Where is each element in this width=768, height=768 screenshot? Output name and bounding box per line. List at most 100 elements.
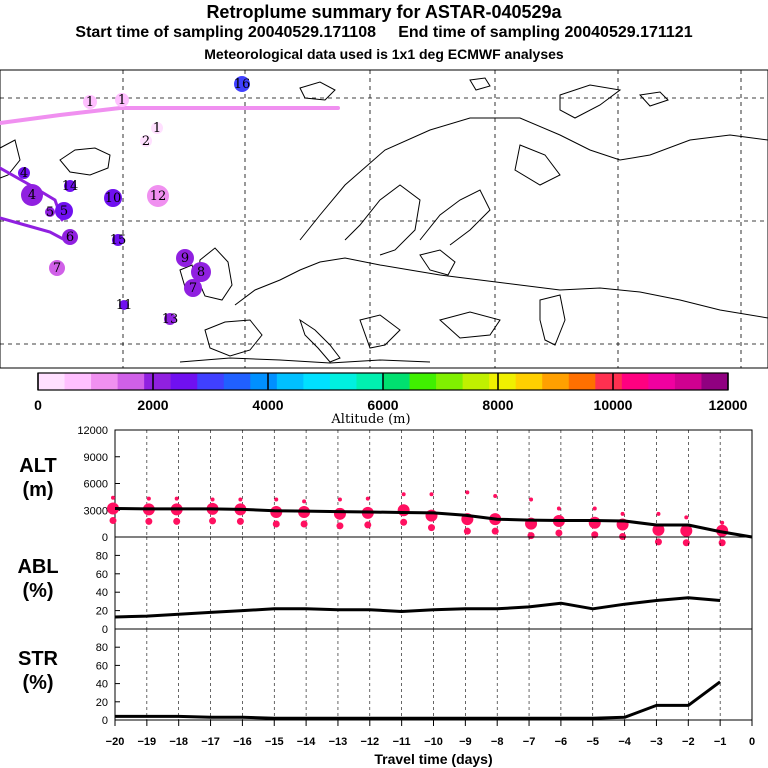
alt-cluster-marker [652, 523, 665, 536]
panel-ylabel: ALT [19, 455, 56, 477]
colorbar-cell [568, 373, 596, 390]
colorbar-tick-label: 8000 [482, 397, 513, 413]
cluster-marker [104, 189, 122, 207]
sampling-times: Start time of sampling 20040529.171108 E… [75, 24, 693, 41]
alt-upper-marker [401, 492, 406, 497]
cluster-label: 5 [46, 205, 54, 220]
alt-upper-marker [429, 492, 434, 497]
colorbar-cell [197, 373, 225, 390]
alt-upper-marker [720, 520, 725, 525]
x-tick-label: −13 [329, 736, 348, 748]
y-tick-label: 20 [96, 697, 108, 709]
alt-lower-marker [336, 522, 344, 530]
colorbar-cell [542, 373, 570, 390]
colorbar-tick-label: 6000 [367, 397, 398, 413]
x-tick-label: −15 [265, 736, 284, 748]
trajectory-purple-b [0, 216, 67, 242]
y-tick-label: 40 [96, 679, 108, 691]
y-tick-label: 60 [96, 569, 108, 581]
alt-cluster-marker [588, 516, 601, 529]
x-tick-label: −6 [555, 736, 568, 748]
cluster-marker [140, 135, 152, 147]
x-tick-label: −12 [360, 736, 379, 748]
alt-lower-marker [145, 517, 153, 525]
colorbar-cell [38, 373, 66, 390]
alt-lower-marker [654, 538, 662, 546]
cluster-label: 1 [153, 121, 161, 136]
cluster-marker [176, 249, 194, 267]
cluster-marker [55, 202, 73, 220]
cluster-label: 6 [66, 230, 74, 245]
alt-upper-marker [592, 506, 597, 511]
series-line-alt [114, 507, 753, 539]
y-tick-label: 6000 [84, 479, 108, 491]
cluster-label: 8 [197, 265, 205, 280]
cluster-marker [164, 313, 176, 325]
alt-lower-marker [109, 516, 117, 524]
colorbar-cell [701, 373, 729, 390]
colorbar-cell [436, 373, 464, 390]
colorbar-cell [595, 373, 623, 390]
x-axis-label: Travel time (days) [374, 751, 492, 767]
alt-upper-marker [529, 497, 534, 502]
colorbar-cell [117, 373, 145, 390]
colorbar-tick-label: 12000 [709, 397, 748, 413]
y-tick-label: 40 [96, 587, 108, 599]
cluster-label: 1 [118, 93, 126, 108]
x-tick-label: −3 [650, 736, 663, 748]
x-tick-label: −11 [393, 736, 411, 748]
cluster-marker [119, 300, 129, 310]
alt-upper-marker [146, 496, 151, 501]
alt-lower-marker [272, 520, 280, 528]
colorbar-cell [170, 373, 198, 390]
alt-lower-marker [209, 517, 217, 525]
alt-upper-marker [620, 511, 625, 516]
cluster-marker [64, 180, 76, 192]
alt-lower-marker [400, 518, 408, 526]
x-tick-label: −20 [106, 736, 125, 748]
colorbar-cell [64, 373, 92, 390]
alt-lower-marker [527, 532, 535, 540]
map-frame [0, 69, 768, 369]
alt-lower-marker [236, 517, 244, 525]
x-tick-label: −4 [618, 736, 631, 748]
y-tick-label: 60 [96, 660, 108, 672]
coastlines [0, 77, 768, 364]
alt-cluster-marker [680, 524, 693, 537]
colorbar-cell [489, 373, 517, 390]
colorbar-cell [356, 373, 384, 390]
colorbar-cell [648, 373, 676, 390]
alt-upper-marker [465, 490, 470, 495]
panel-ylabel: STR [18, 648, 59, 670]
alt-upper-marker [556, 506, 561, 511]
x-tick-label: −18 [169, 736, 188, 748]
colorbar-cell [409, 373, 437, 390]
meteo-info: Meteorological data used is 1x1 deg ECMW… [204, 46, 564, 62]
alt-upper-marker [274, 497, 279, 502]
panel-ylabel: ABL [17, 556, 58, 578]
y-tick-label: 0 [102, 624, 108, 636]
colorbar-tick-label: 2000 [137, 397, 168, 413]
colorbar-tick-label: 0 [34, 397, 42, 413]
panel-alt: 0 3000 6000 9000 12000 ALT(m) [19, 425, 753, 547]
panel-str: 0 20 40 60 80 STR(%) [18, 628, 753, 727]
cluster-label: 7 [189, 281, 197, 296]
cluster-marker [45, 207, 55, 217]
cluster-label: 15 [110, 233, 127, 248]
cluster-label: 5 [60, 204, 68, 219]
y-tick-label: 9000 [84, 452, 108, 464]
cluster-label: 14 [62, 179, 79, 194]
x-tick-label: −14 [297, 736, 317, 748]
colorbar-cell [383, 373, 411, 390]
cluster-marker [83, 95, 97, 109]
colorbar-cell [303, 373, 331, 390]
x-tick-label: −2 [682, 736, 695, 748]
alt-lower-marker [300, 520, 308, 528]
panel-abl: 0 20 40 60 80 ABL(%) [17, 536, 753, 636]
alt-upper-marker [365, 496, 370, 501]
colorbar-label: Altitude (m) [330, 412, 410, 427]
alt-upper-marker [302, 499, 307, 504]
chart-title: Retroplume summary for ASTAR-040529a [206, 2, 562, 22]
colorbar-cell [223, 373, 251, 390]
